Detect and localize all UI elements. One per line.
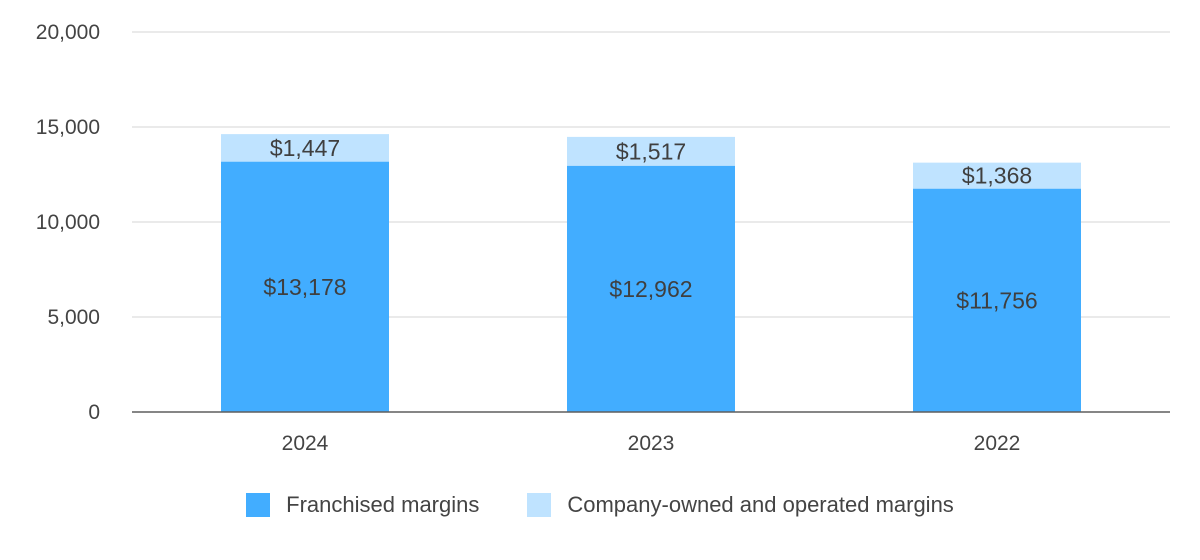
x-axis-ticks: 2024 2023 2022 (282, 432, 1021, 455)
y-tick-label: 0 (88, 401, 100, 424)
y-axis-ticks: 0 5,000 10,000 15,000 20,000 (36, 21, 100, 424)
data-label-franchised-2022: $11,756 (956, 287, 1037, 313)
bar-company-owned-2023 (567, 136, 735, 166)
bar-company-owned-2024 (221, 134, 389, 162)
legend-item-company-owned: Company-owned and operated margins (527, 492, 954, 518)
data-label-franchised-2023: $12,962 (609, 276, 692, 302)
bar-franchised-2024 (221, 161, 389, 412)
data-label-company-owned-2023: $1,517 (616, 138, 686, 164)
bar-company-owned-2022 (913, 162, 1081, 189)
x-tick-label: 2023 (628, 432, 675, 455)
data-label-company-owned-2024: $1,447 (270, 135, 340, 161)
bars (221, 134, 1081, 412)
y-tick-label: 5,000 (47, 306, 100, 329)
legend: Franchised margins Company-owned and ope… (0, 492, 1200, 518)
x-tick-label: 2024 (282, 432, 329, 455)
data-label-franchised-2024: $13,178 (263, 274, 346, 300)
bar-franchised-2022 (913, 188, 1081, 412)
y-tick-label: 10,000 (36, 211, 100, 234)
legend-item-franchised: Franchised margins (246, 492, 479, 518)
legend-swatch-company-owned (527, 493, 552, 517)
bar-franchised-2023 (567, 165, 735, 412)
data-labels: $13,178 $1,447 $12,962 $1,517 $11,756 $1,368 (263, 135, 1037, 313)
data-label-company-owned-2022: $1,368 (962, 163, 1032, 189)
legend-label-company-owned: Company-owned and operated margins (567, 492, 954, 517)
legend-label-franchised: Franchised margins (286, 492, 480, 517)
y-tick-label: 20,000 (36, 21, 100, 44)
legend-swatch-franchised (246, 493, 271, 517)
y-tick-label: 15,000 (36, 116, 100, 139)
x-tick-label: 2022 (974, 432, 1021, 455)
